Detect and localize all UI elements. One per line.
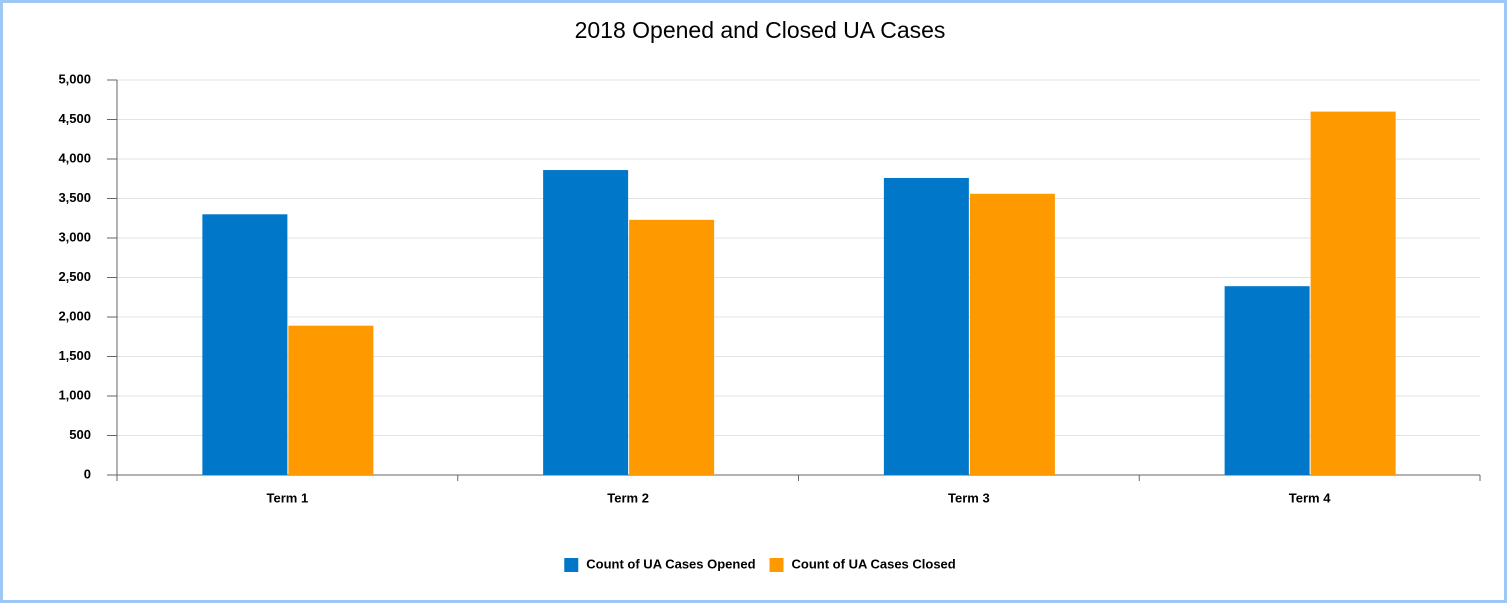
legend-label: Count of UA Cases Closed (792, 556, 956, 571)
legend-swatch (769, 558, 784, 572)
x-tick-label: Term 2 (607, 490, 649, 505)
y-tick-label: 3,000 (58, 229, 91, 244)
bar (969, 193, 1055, 475)
chart-title: 2018 Opened and Closed UA Cases (575, 17, 946, 43)
legend-label: Count of UA Cases Opened (586, 556, 755, 571)
y-tick-label: 5,000 (58, 71, 91, 86)
bar (883, 177, 969, 475)
bar (1224, 286, 1310, 475)
y-tick-label: 500 (69, 427, 91, 442)
bar (202, 214, 288, 476)
bar (1310, 111, 1396, 475)
x-tick-label: Term 4 (1289, 490, 1331, 505)
bar (543, 170, 629, 475)
y-tick-label: 0 (84, 466, 91, 481)
y-tick-label: 3,500 (58, 190, 91, 205)
y-tick-label: 4,500 (58, 111, 91, 126)
y-tick-label: 1,500 (58, 348, 91, 363)
x-tick-label: Term 1 (267, 490, 309, 505)
y-tick-label: 4,000 (58, 150, 91, 165)
bar (629, 219, 715, 475)
x-tick-label: Term 3 (948, 490, 990, 505)
y-tick-label: 2,000 (58, 308, 91, 323)
bar (288, 325, 374, 475)
y-tick-label: 2,500 (58, 269, 91, 284)
legend-swatch (564, 558, 579, 572)
y-tick-label: 1,000 (58, 387, 91, 402)
